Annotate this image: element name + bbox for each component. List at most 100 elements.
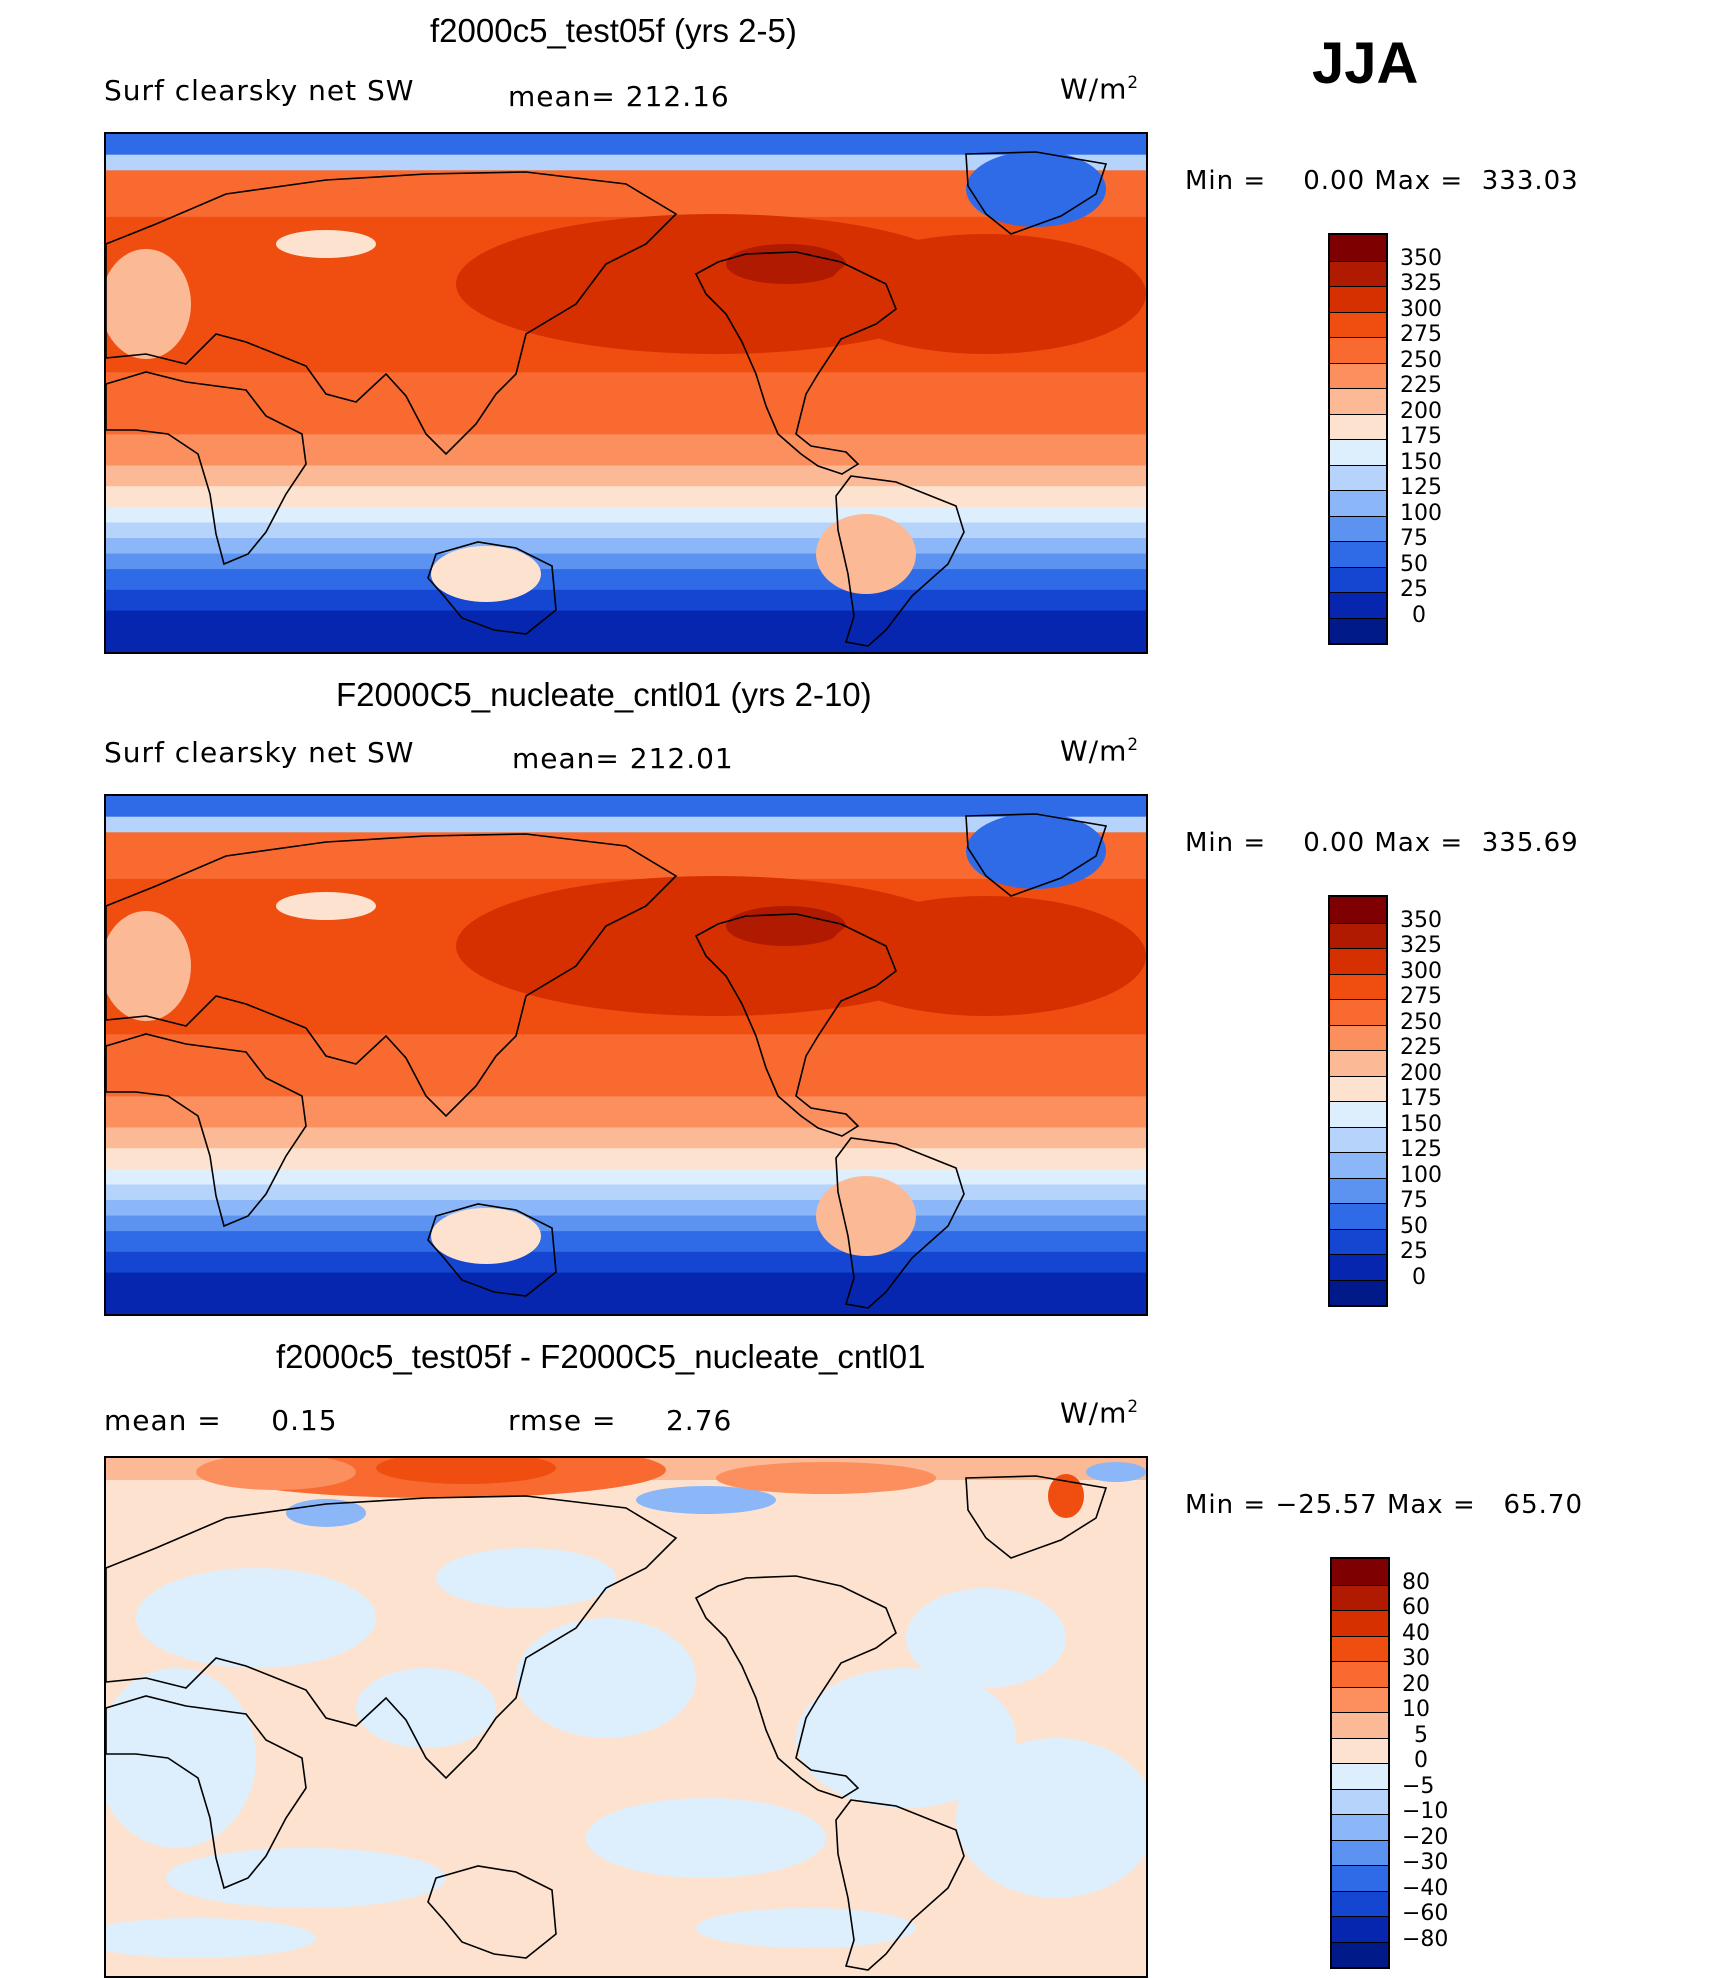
- season-label: JJA: [1312, 31, 1419, 96]
- coastline: [835, 1799, 965, 1971]
- colorbar-label: 200: [1400, 1060, 1442, 1086]
- colorbar-swatch: [1330, 337, 1386, 363]
- colorbar-label: 125: [1400, 1137, 1442, 1162]
- colorbar-swatch: [1330, 490, 1386, 516]
- coastline: [694, 913, 897, 1137]
- map-field: [106, 134, 1146, 652]
- colorbar-label: 75: [1400, 1188, 1428, 1213]
- colorbar-label: 300: [1400, 296, 1442, 322]
- colorbar-swatch: [1332, 1635, 1388, 1661]
- colorbar-label: 175: [1400, 1086, 1442, 1111]
- colorbar-swatch: [1330, 592, 1386, 618]
- panel-2-map: [104, 794, 1148, 1316]
- colorbar-label: 60: [1402, 1595, 1430, 1620]
- panel-3-map: [104, 1456, 1148, 1978]
- colorbar-swatch: [1330, 413, 1386, 439]
- colorbar-label: 350: [1400, 245, 1442, 271]
- panel-1-map: [104, 132, 1148, 654]
- colorbar-swatch: [1330, 235, 1386, 261]
- coastline: [835, 475, 965, 647]
- colorbar-label: −5: [1402, 1773, 1435, 1799]
- colorbar-swatch: [1330, 566, 1386, 592]
- map-field: [106, 1458, 1146, 1976]
- panel-3-colorbar: [1330, 1557, 1390, 1969]
- colorbar-swatch: [1330, 1050, 1386, 1076]
- colorbar-label: 30: [1402, 1646, 1430, 1671]
- colorbar-label: 125: [1400, 475, 1442, 500]
- colorbar-label: 100: [1400, 500, 1442, 526]
- coastlines: [106, 1475, 1108, 1971]
- colorbar-label: 225: [1400, 373, 1442, 398]
- coastline: [106, 1495, 678, 1780]
- colorbar-label: 20: [1402, 1671, 1430, 1697]
- colorbar-label: 0: [1412, 602, 1426, 628]
- colorbar-swatch: [1332, 1916, 1388, 1942]
- colorbar-swatch: [1330, 1279, 1386, 1305]
- coastline: [106, 1033, 307, 1228]
- colorbar-swatch: [1332, 1941, 1388, 1967]
- colorbar-label: −20: [1402, 1824, 1449, 1850]
- panel-2-title: F2000C5_nucleate_cntl01 (yrs 2-10): [336, 676, 872, 713]
- colorbar-label: 300: [1400, 958, 1442, 984]
- coastline: [965, 813, 1108, 897]
- panel-1-title: f2000c5_test05f (yrs 2-5): [430, 12, 797, 49]
- coastline: [106, 1695, 307, 1890]
- colorbar-swatch: [1330, 286, 1386, 312]
- colorbar-swatch: [1330, 1254, 1386, 1280]
- colorbar-label: 0: [1414, 1748, 1428, 1773]
- colorbar-swatch: [1330, 948, 1386, 974]
- coastline: [427, 541, 557, 635]
- colorbar-label: 75: [1400, 526, 1428, 551]
- panel-1-map-field: [106, 134, 1146, 652]
- panel-1-units: W/m2: [1060, 72, 1140, 106]
- colorbar-label: 175: [1400, 424, 1442, 449]
- colorbar-label: 80: [1402, 1569, 1430, 1595]
- coastline: [106, 833, 678, 1118]
- colorbar-swatch: [1332, 1865, 1388, 1891]
- colorbar-label: 10: [1402, 1697, 1430, 1722]
- colorbar-swatch: [1330, 464, 1386, 490]
- coastlines: [106, 813, 1108, 1309]
- panel-3-rmse-label: rmse = 2.76: [508, 1404, 733, 1437]
- panel-2-map-field: [106, 796, 1146, 1314]
- colorbar-swatch: [1330, 1152, 1386, 1178]
- colorbar-label: 250: [1400, 1009, 1442, 1035]
- panel-1-mean-label: mean= 212.16: [508, 80, 730, 113]
- colorbar-label: 275: [1400, 322, 1442, 347]
- colorbar-label: 100: [1400, 1162, 1442, 1188]
- colorbar-swatch: [1330, 260, 1386, 286]
- colorbar-swatch: [1330, 1228, 1386, 1254]
- colorbar-label: 325: [1400, 271, 1442, 296]
- colorbar-swatch: [1330, 1075, 1386, 1101]
- colorbar-swatch: [1332, 1839, 1388, 1865]
- coastline: [694, 1575, 897, 1799]
- coastline: [965, 1475, 1108, 1559]
- colorbar-label: 150: [1400, 1111, 1442, 1137]
- panel-3-title: f2000c5_test05f - F2000C5_nucleate_cntl0…: [276, 1338, 926, 1375]
- colorbar-swatch: [1332, 1559, 1388, 1585]
- colorbar-swatch: [1332, 1814, 1388, 1840]
- colorbar-label: 250: [1400, 347, 1442, 373]
- colorbar-label: −40: [1402, 1875, 1449, 1901]
- panel-2-mean-label: mean= 212.01: [512, 742, 734, 775]
- colorbar-swatch: [1330, 1203, 1386, 1229]
- colorbar-swatch: [1330, 999, 1386, 1025]
- colorbar-label: 350: [1400, 907, 1442, 933]
- coastlines: [106, 151, 1108, 647]
- colorbar-label: 5: [1414, 1722, 1428, 1748]
- colorbar-label: −80: [1402, 1926, 1449, 1952]
- colorbar-swatch: [1330, 311, 1386, 337]
- colorbar-label: 50: [1400, 551, 1428, 577]
- colorbar-swatch: [1330, 617, 1386, 643]
- coastline: [427, 1865, 557, 1959]
- panel-2-variable-label: Surf clearsky net SW: [104, 736, 415, 769]
- panel-3-units: W/m2: [1060, 1396, 1140, 1430]
- colorbar-swatch: [1332, 1610, 1388, 1636]
- colorbar-label: 25: [1400, 1239, 1428, 1264]
- coastline: [965, 151, 1108, 235]
- colorbar-swatch: [1330, 973, 1386, 999]
- colorbar-label: 325: [1400, 933, 1442, 958]
- colorbar-swatch: [1330, 541, 1386, 567]
- colorbar-swatch: [1330, 1177, 1386, 1203]
- colorbar-swatch: [1330, 1024, 1386, 1050]
